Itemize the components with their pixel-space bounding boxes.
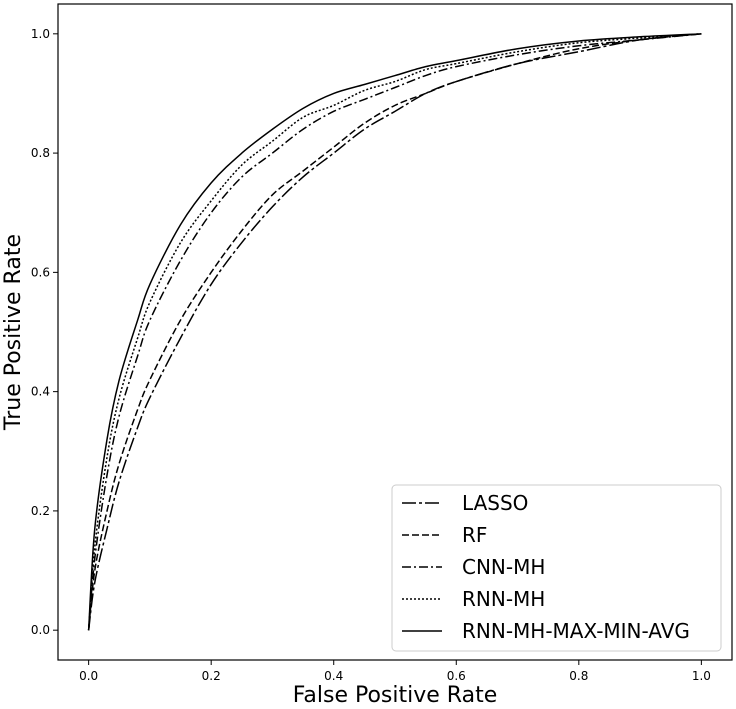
legend-label: CNN-MH [462, 555, 545, 579]
plot-frame [57, 3, 733, 661]
series-line-cnn-mh [87, 33, 702, 631]
legend-items: LASSO RF CNN-MH RNN-MH RNN-MH-MAX-MIN-AVG [402, 491, 690, 643]
x-tick-label: 0.6 [447, 669, 466, 683]
legend-label: LASSO [462, 491, 528, 515]
series-line-lasso [87, 33, 702, 631]
y-tick-label: 0.4 [31, 385, 50, 399]
x-tick-label: 1.0 [692, 669, 711, 683]
series-line-rnn-mh [87, 33, 702, 631]
y-tick-label: 1.0 [31, 27, 50, 41]
y-tick-label: 0.2 [31, 504, 50, 518]
series-line-rf [87, 33, 702, 631]
legend-label: RNN-MH [462, 587, 545, 611]
x-tick-label: 0.8 [569, 669, 588, 683]
legend-box [391, 484, 722, 652]
legend-label: RNN-MH-MAX-MIN-AVG [462, 619, 690, 643]
y-axis-label: True Positive Rate [1, 234, 26, 431]
y-tick-label: 0.0 [31, 623, 50, 637]
y-axis-ticks: 0.0 0.2 0.4 0.6 0.8 1.0 [31, 27, 58, 637]
x-tick-label: 0.2 [202, 669, 221, 683]
x-tick-label: 0.4 [324, 669, 343, 683]
y-tick-label: 0.6 [31, 265, 50, 279]
x-axis-label: False Positive Rate [293, 683, 497, 705]
x-axis-ticks: 0.0 0.2 0.4 0.6 0.8 1.0 [79, 660, 711, 683]
legend: LASSO RF CNN-MH RNN-MH RNN-MH-MAX-MIN-AVG [391, 484, 722, 652]
legend-label: RF [462, 523, 487, 547]
series-layer [87, 33, 702, 631]
x-tick-label: 0.0 [79, 669, 98, 683]
y-tick-label: 0.8 [31, 146, 50, 160]
series-line-rnn-mh-max-min-avg [87, 33, 702, 631]
